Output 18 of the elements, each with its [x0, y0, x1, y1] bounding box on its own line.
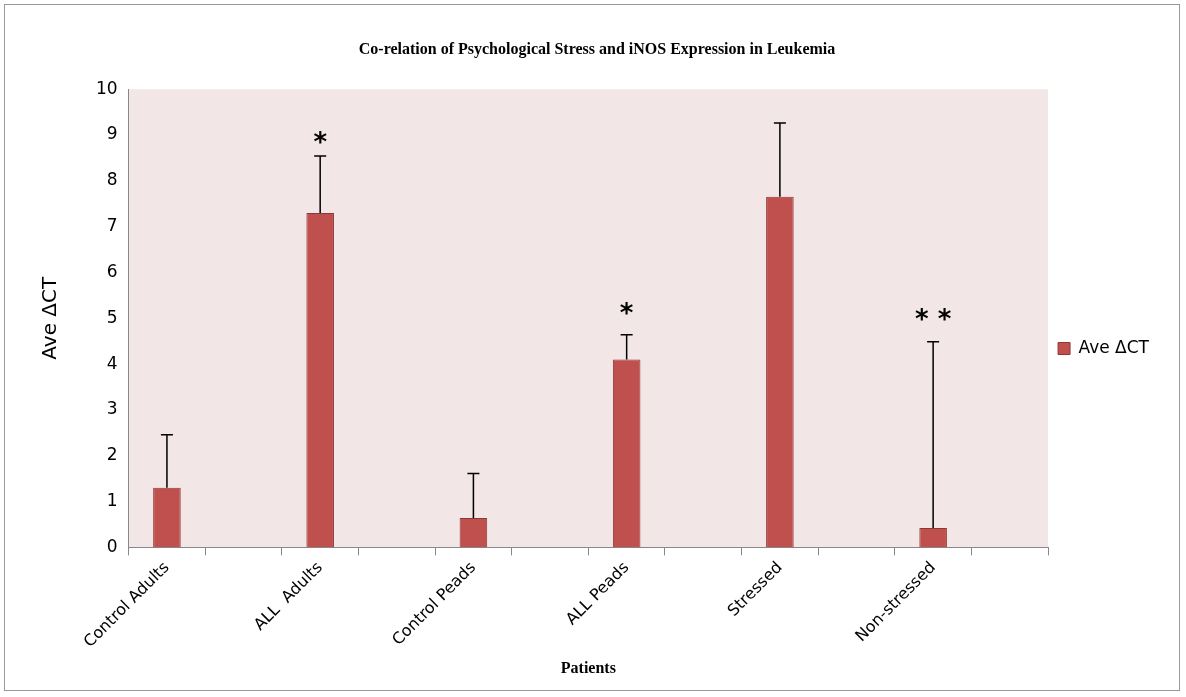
y-tick-label: 4: [106, 352, 118, 373]
annotation: * *: [915, 304, 952, 335]
y-tick-label: 2: [106, 444, 118, 465]
y-tick-label: 5: [106, 306, 118, 327]
y-tick-label: 6: [106, 260, 118, 281]
y-tick-label: 0: [106, 535, 118, 556]
chart-title: Co-relation of Psychological Stress and iNOS Expression in Leukemia: [358, 39, 836, 58]
x-axis-title: Patients: [560, 658, 616, 676]
y-tick-label: 1: [106, 489, 118, 510]
y-tick-label: 3: [106, 398, 118, 419]
y-axis-title: Ave ΔCT: [37, 276, 62, 360]
y-tick-label: 7: [106, 215, 118, 236]
annotation: *: [313, 126, 328, 157]
y-tick-label: 10: [95, 77, 118, 98]
y-tick-label: 8: [106, 169, 118, 190]
y-tick-label: 9: [106, 123, 118, 144]
annotation: *: [619, 297, 634, 328]
legend-label: Ave ΔCT: [1078, 336, 1150, 357]
